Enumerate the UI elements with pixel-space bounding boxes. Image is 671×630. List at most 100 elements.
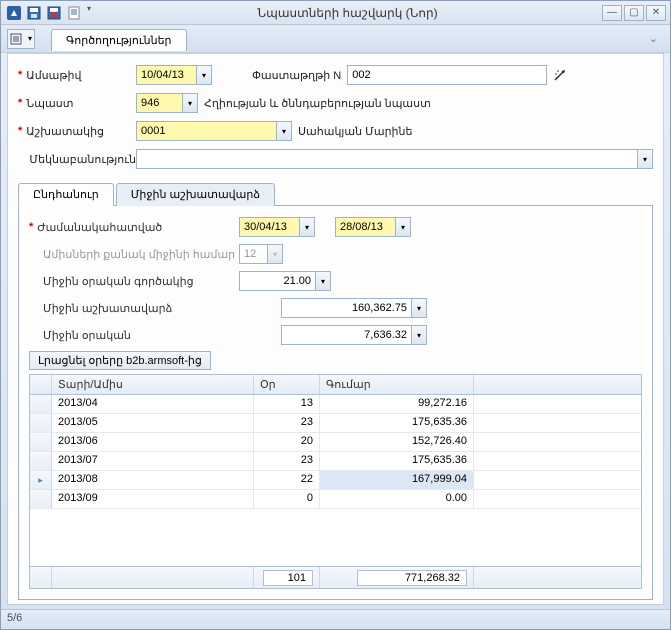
close-button[interactable]: ✕ [646, 5, 666, 21]
cell-days[interactable]: 13 [254, 395, 320, 413]
save-close-icon[interactable] [45, 4, 63, 22]
cell-amount[interactable]: 152,726.40 [320, 433, 474, 451]
grid-header: Տարի/Ամիս Օր Գումար [30, 375, 641, 395]
comment-field[interactable]: ▾ [136, 149, 653, 169]
date-dropdown-icon[interactable]: ▾ [196, 65, 212, 85]
cell-year-month[interactable]: 2013/07 [52, 452, 254, 470]
col-amount[interactable]: Գումար [320, 375, 474, 394]
table-row[interactable]: 2013/041399,272.16 [30, 395, 641, 414]
period-to-field[interactable]: ▾ [335, 217, 411, 237]
date-field[interactable]: ▾ [136, 65, 212, 85]
cell-amount[interactable]: 175,635.36 [320, 414, 474, 432]
avg-daily-dd-icon[interactable]: ▾ [411, 325, 427, 345]
cell-amount[interactable]: 0.00 [320, 490, 474, 508]
docnum-label: Փաստաթղթի N [252, 69, 341, 82]
months-dd-icon: ▾ [267, 244, 283, 264]
row-marker [30, 452, 52, 470]
cell-days[interactable]: 23 [254, 414, 320, 432]
period-from-dd-icon[interactable]: ▾ [299, 217, 315, 237]
comment-dropdown-icon[interactable]: ▾ [637, 149, 653, 169]
table-row[interactable]: 2013/0523175,635.36 [30, 414, 641, 433]
cell-amount[interactable]: 167,999.04 [320, 471, 474, 489]
employee-dropdown-icon[interactable]: ▾ [276, 121, 292, 141]
titlebar-left-icons: ▾ [5, 4, 93, 22]
docnum-input[interactable] [347, 65, 547, 85]
benefit-dropdown-icon[interactable]: ▾ [182, 93, 198, 113]
avg-coef-field[interactable]: ▾ [239, 271, 331, 291]
app-window: ▾ Նպաստների հաշվարկ (Նոր) — ▢ ✕ ▾ Գործող… [0, 0, 671, 630]
date-input[interactable] [136, 65, 196, 85]
grid-corner [30, 375, 52, 394]
cell-year-month[interactable]: 2013/05 [52, 414, 254, 432]
avg-salary-field[interactable]: ▾ [281, 298, 427, 318]
general-panel: *Ժամանակահատված ▾ ▾ Ամիսների քանակ միջին… [18, 206, 653, 600]
sum-days: 101 [263, 570, 313, 586]
row-marker [30, 395, 52, 413]
period-to-input[interactable] [335, 217, 395, 237]
form-area: *Ամսաթիվ ▾ Փաստաթղթի N *Նպաստ ▾ Հղիությա… [7, 53, 664, 605]
cell-year-month[interactable]: 2013/08 [52, 471, 254, 489]
avg-daily-input[interactable] [281, 325, 411, 345]
sum-amount: 771,268.32 [357, 570, 467, 586]
cell-amount[interactable]: 99,272.16 [320, 395, 474, 413]
cell-days[interactable]: 23 [254, 452, 320, 470]
cell-year-month[interactable]: 2013/06 [52, 433, 254, 451]
col-days[interactable]: Օր [254, 375, 320, 394]
period-to-dd-icon[interactable]: ▾ [395, 217, 411, 237]
grid-footer: 101 771,268.32 [30, 566, 641, 588]
benefit-code-input[interactable] [136, 93, 182, 113]
inner-tabstrip: Ընդհանուր Միջին աշխատավարձ [18, 182, 653, 206]
cell-days[interactable]: 0 [254, 490, 320, 508]
titlebar: ▾ Նպաստների հաշվարկ (Նոր) — ▢ ✕ [1, 1, 670, 25]
tab-actions[interactable]: Գործողություններ [51, 29, 187, 51]
months-label: Ամիսների քանակ միջինի համար [43, 248, 235, 261]
row-marker [30, 414, 52, 432]
maximize-button[interactable]: ▢ [624, 5, 644, 21]
col-spacer [474, 375, 641, 394]
comment-input[interactable] [136, 149, 637, 169]
table-row[interactable]: 2013/0620152,726.40 [30, 433, 641, 452]
months-field: ▾ [239, 244, 283, 264]
benefit-code-field[interactable]: ▾ [136, 93, 198, 113]
dropdown-small-icon[interactable]: ▾ [85, 4, 93, 22]
period-from-field[interactable]: ▾ [239, 217, 315, 237]
top-tabstrip: Գործողություններ [51, 27, 187, 51]
avg-coef-dd-icon[interactable]: ▾ [315, 271, 331, 291]
toolbar: ▾ Գործողություններ ⌄ [1, 25, 670, 53]
employee-label: Աշխատակից [26, 125, 104, 138]
tab-avg-salary[interactable]: Միջին աշխատավարձ [116, 183, 275, 206]
period-from-input[interactable] [239, 217, 299, 237]
cell-year-month[interactable]: 2013/09 [52, 490, 254, 508]
table-row[interactable]: 2013/0900.00 [30, 490, 641, 509]
employee-code-field[interactable]: ▾ [136, 121, 292, 141]
window-controls: — ▢ ✕ [602, 5, 666, 21]
tab-general[interactable]: Ընդհանուր [18, 183, 114, 206]
table-row[interactable]: ▸2013/0822167,999.04 [30, 471, 641, 490]
document-icon[interactable] [65, 4, 83, 22]
row-marker [30, 433, 52, 451]
avg-coef-input[interactable] [239, 271, 315, 291]
months-input [239, 244, 267, 264]
employee-code-input[interactable] [136, 121, 276, 141]
avg-salary-input[interactable] [281, 298, 411, 318]
app-icon [5, 4, 23, 22]
cell-days[interactable]: 20 [254, 433, 320, 451]
collapse-chevron-icon[interactable]: ⌄ [643, 30, 664, 47]
benefit-label: Նպաստ [26, 97, 73, 110]
avg-daily-field[interactable]: ▾ [281, 325, 427, 345]
col-year-month[interactable]: Տարի/Ամիս [52, 375, 254, 394]
employee-name: Սահակյան Մարինե [298, 125, 412, 138]
avg-coef-label: Միջին օրական գործակից [43, 275, 194, 288]
view-mode-button[interactable]: ▾ [7, 29, 35, 49]
fill-days-button[interactable]: Լրացնել օրերը b2b.armsoft-ից [29, 351, 211, 370]
table-row[interactable]: 2013/0723175,635.36 [30, 452, 641, 471]
minimize-button[interactable]: — [602, 5, 622, 21]
save-icon[interactable] [25, 4, 43, 22]
status-text: 5/6 [7, 612, 22, 624]
cell-year-month[interactable]: 2013/04 [52, 395, 254, 413]
avg-daily-label: Միջին օրական [43, 329, 131, 342]
cell-days[interactable]: 22 [254, 471, 320, 489]
wand-icon[interactable] [551, 66, 569, 84]
avg-salary-dd-icon[interactable]: ▾ [411, 298, 427, 318]
cell-amount[interactable]: 175,635.36 [320, 452, 474, 470]
